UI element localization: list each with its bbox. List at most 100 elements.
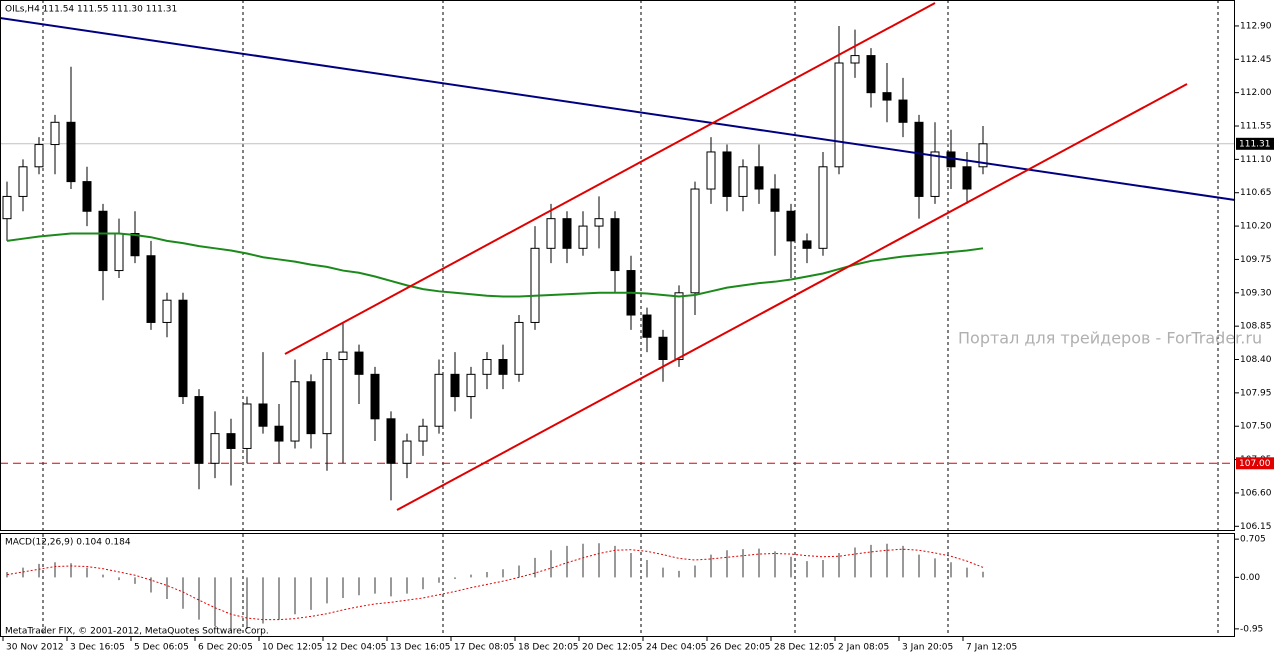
- y-tick-label: 108.40: [1240, 355, 1272, 365]
- candle-body: [738, 166, 748, 197]
- channel-lower: [396, 83, 1188, 511]
- candle-body: [578, 225, 588, 249]
- candle-body: [242, 403, 252, 449]
- level-label: 107.00: [1239, 459, 1271, 469]
- candle-body: [114, 232, 124, 272]
- y-tick-label: 109.30: [1240, 288, 1272, 298]
- candle-body: [962, 166, 972, 190]
- x-tick-label: 2 Jan 08:05: [838, 643, 889, 653]
- candle-body: [386, 418, 396, 464]
- candle-body: [786, 210, 796, 242]
- candle-body: [770, 188, 780, 212]
- candle-body: [658, 336, 668, 361]
- candle-body: [898, 99, 908, 123]
- x-tick-label: 18 Dec 20:05: [518, 643, 579, 653]
- x-tick-label: 24 Dec 04:05: [646, 643, 707, 653]
- candle-body: [258, 403, 268, 427]
- y-tick-label: 0.00: [1240, 573, 1260, 583]
- candle-body: [562, 218, 572, 249]
- candle-body: [370, 373, 380, 420]
- candle-body: [882, 92, 892, 101]
- candle-body: [66, 121, 76, 183]
- candle-body: [866, 55, 876, 94]
- candle-body: [354, 351, 364, 375]
- macd-frame: [0, 533, 1235, 637]
- candle-body: [818, 166, 828, 249]
- candle-body: [338, 351, 348, 361]
- y-tick-label: 106.15: [1240, 522, 1272, 532]
- x-tick-label: 30 Nov 2012: [6, 643, 64, 653]
- y-tick-label: 109.75: [1240, 255, 1272, 265]
- x-tick-label: 7 Jan 12:05: [966, 643, 1017, 653]
- x-tick-label: 13 Dec 16:05: [390, 643, 451, 653]
- candle-body: [914, 121, 924, 197]
- y-tick-label: 107.95: [1240, 388, 1272, 398]
- candle-body: [290, 381, 300, 442]
- candle-body: [482, 359, 492, 375]
- candle-body: [50, 121, 60, 146]
- candle-body: [722, 151, 732, 197]
- candle-body: [450, 373, 460, 398]
- y-tick-label: 112.90: [1240, 21, 1272, 31]
- candle-body: [2, 195, 12, 220]
- y-tick-label: -0.95: [1240, 624, 1263, 634]
- current-price-label: 111.31: [1239, 139, 1271, 149]
- y-tick-label: 106.60: [1240, 488, 1272, 498]
- y-tick-label: 111.55: [1240, 122, 1272, 132]
- candle-body: [146, 255, 156, 323]
- x-tick-label: 12 Dec 04:05: [326, 643, 387, 653]
- candle-body: [802, 240, 812, 249]
- x-tick-label: 28 Dec 12:05: [774, 643, 835, 653]
- y-tick-label: 108.85: [1240, 322, 1272, 332]
- candles: [2, 25, 988, 501]
- candle-body: [402, 440, 412, 464]
- candle-body: [594, 218, 604, 227]
- signal-line: [6, 548, 984, 621]
- candle-body: [274, 425, 284, 442]
- y-tick-label: 107.50: [1240, 422, 1272, 432]
- watermark: Портал для трейдеров - ForTrader.ru: [958, 329, 1262, 348]
- x-tick-label: 20 Dec 12:05: [582, 643, 643, 653]
- x-axis: 30 Nov 2012 3 Dec 16:05 5 Dec 06:05 6 Dec 2…: [2, 637, 1017, 653]
- candle-body: [306, 381, 316, 435]
- candle-body: [674, 292, 684, 361]
- candle-body: [642, 314, 652, 338]
- x-tick-label: 10 Dec 12:05: [262, 643, 323, 653]
- channel-upper: [284, 2, 936, 355]
- trendlines: [0, 2, 1236, 511]
- y-tick-label: 111.10: [1240, 155, 1272, 165]
- candle-body: [194, 396, 204, 464]
- candle-body: [322, 359, 332, 435]
- candle-body: [706, 151, 716, 190]
- candle-body: [546, 218, 556, 249]
- candle-body: [82, 181, 92, 212]
- candle-body: [162, 299, 172, 323]
- candle-body: [930, 151, 940, 197]
- candle-body: [498, 359, 508, 375]
- candle-body: [178, 299, 188, 398]
- main-frame: [0, 0, 1235, 531]
- candle-body: [34, 144, 44, 168]
- x-tick-label: 3 Jan 20:05: [902, 643, 953, 653]
- candle-body: [466, 373, 476, 398]
- candle-body: [610, 218, 620, 272]
- x-tick-label: 3 Dec 16:05: [70, 643, 125, 653]
- candle-body: [434, 373, 444, 427]
- main-back: [0, 143, 1235, 464]
- macd-panel: 0.705 0.00 -0.95: [6, 535, 1266, 634]
- candle-body: [754, 166, 764, 190]
- candle-body: [418, 425, 428, 442]
- x-tick-label: 26 Dec 20:05: [710, 643, 771, 653]
- current-price-box: [1236, 137, 1274, 150]
- candle-body: [514, 321, 524, 375]
- candle-body: [978, 143, 988, 168]
- y-tick-label: 110.20: [1240, 222, 1272, 232]
- footer: MetaTrader FIX, © 2001-2012, MetaQuotes …: [5, 627, 269, 637]
- candle-body: [530, 247, 540, 323]
- level-box: [1236, 457, 1274, 470]
- header: OILs,H4 111.54 111.55 111.30 111.31: [5, 5, 177, 15]
- candle-body: [130, 232, 140, 257]
- y-tick-label: 0.705: [1240, 535, 1266, 545]
- candle-body: [226, 433, 236, 449]
